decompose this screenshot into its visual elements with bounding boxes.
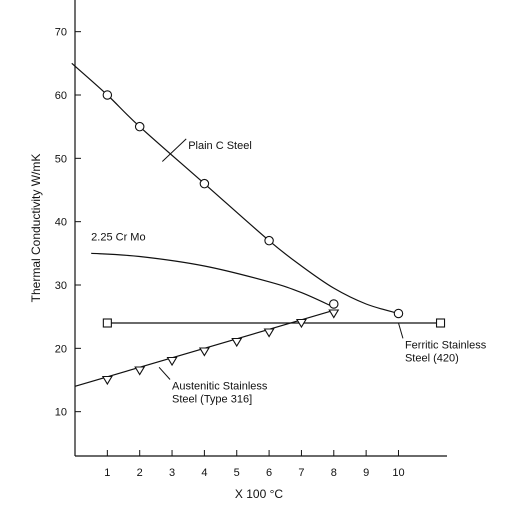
y-tick-label: 70 xyxy=(55,27,67,39)
point-plain-c-steel xyxy=(393,308,404,319)
annotations: Plain C Steel 2.25 Cr Mo Ferritic Stainles… xyxy=(91,138,487,406)
y-tick-label: 30 xyxy=(55,280,67,292)
x-tick-label: 8 xyxy=(331,467,337,479)
y-tick-label: 60 xyxy=(55,90,67,102)
annotation-label: Plain C Steel xyxy=(188,140,252,152)
point-austenitic-stainless-steel-type-316 xyxy=(231,337,243,348)
x-tick-label: 6 xyxy=(266,467,272,479)
x-tick-label: 10 xyxy=(392,467,404,479)
x-tick-label: 4 xyxy=(201,467,207,479)
point-plain-c-steel xyxy=(264,235,274,246)
x-tick-label: 3 xyxy=(169,467,175,479)
point-plain-c-steel xyxy=(102,90,113,100)
series-curves xyxy=(71,62,441,387)
annotation-label: Steel (420) xyxy=(405,352,459,364)
point-plain-c-steel xyxy=(199,178,210,189)
y-axis-label: Thermal Conductivity W/mK xyxy=(29,154,43,303)
point-austenitic-stainless-steel-type-316 xyxy=(263,328,275,338)
series-line-plain-c-steel xyxy=(71,62,399,315)
annotation-leader-line xyxy=(158,366,171,380)
annotation-label: Steel (Type 316] xyxy=(172,394,252,406)
point-austenitic-stainless-steel-type-316 xyxy=(328,309,340,319)
x-axis-ticks: 1 2 3 4 5 6 7 8 9 10 xyxy=(104,450,405,479)
y-axis-ticks: 10 20 30 40 50 60 70 xyxy=(55,27,81,419)
point-austenitic-stainless-steel-type-316 xyxy=(101,375,113,386)
annotation-label: Austenitic Stainless xyxy=(172,381,268,393)
x-tick-label: 2 xyxy=(137,467,143,479)
point-plain-c-steel xyxy=(134,121,145,132)
y-tick-label: 10 xyxy=(55,407,67,419)
point-austenitic-stainless-steel-type-316 xyxy=(198,347,210,357)
series-markers xyxy=(101,90,446,386)
point-ferritic-stainless-steel-420 xyxy=(435,318,446,328)
point-austenitic-stainless-steel-type-316 xyxy=(295,318,307,329)
y-tick-label: 50 xyxy=(55,153,67,165)
point-ferritic-stainless-steel-420 xyxy=(102,318,112,328)
annotation-label: 2.25 Cr Mo xyxy=(91,232,145,244)
series-line-2-25-cr-mo xyxy=(91,252,335,308)
point-2-25-cr-mo xyxy=(329,299,339,309)
point-austenitic-stainless-steel-type-316 xyxy=(134,366,146,376)
x-tick-label: 7 xyxy=(298,467,304,479)
x-tick-label: 5 xyxy=(234,467,240,479)
annotation-label: Ferritic Stainless xyxy=(405,339,487,351)
y-tick-label: 20 xyxy=(55,343,67,355)
annotation-leader-line xyxy=(161,138,187,162)
y-tick-label: 40 xyxy=(55,217,67,229)
x-tick-label: 9 xyxy=(363,467,369,479)
x-tick-label: 1 xyxy=(104,467,110,479)
annotation-leader-line xyxy=(397,322,404,339)
point-austenitic-stainless-steel-type-316 xyxy=(166,356,178,367)
x-axis-label: X 100 °C xyxy=(235,487,283,501)
